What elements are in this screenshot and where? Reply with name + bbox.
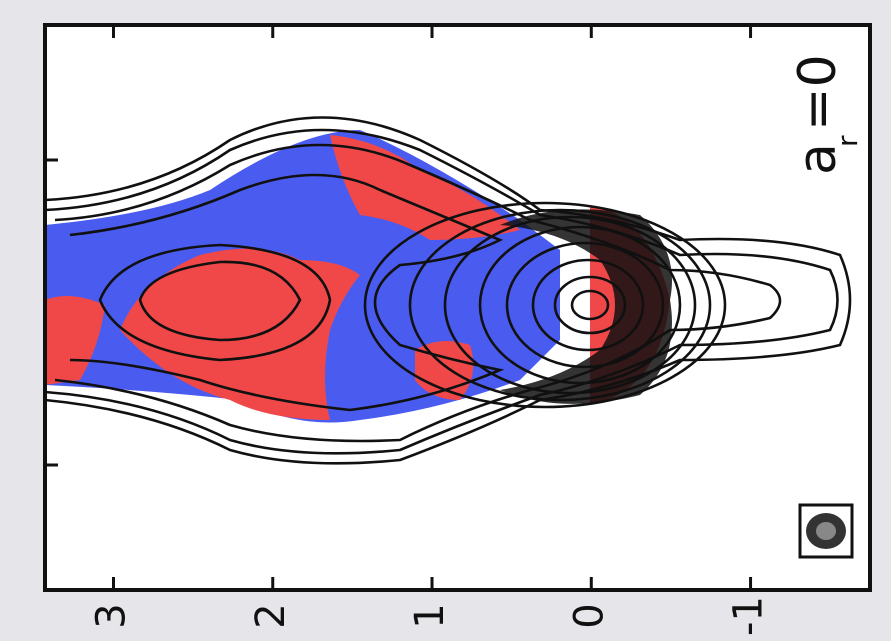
x-tick-label: 1 [407,603,453,628]
x-tick-label: 3 [88,603,134,628]
x-tick-label: 0 [566,603,612,628]
page: a r =0 3210-1 (() => { const data = JSON… [0,0,891,641]
x-tick-label: -1 [726,596,772,636]
beam [800,505,852,557]
x-tick-label: 2 [248,603,294,628]
annotation-subscript: r [831,135,864,147]
chart: a r =0 3210-1 [0,0,891,641]
annotation-equals: =0 [788,54,848,131]
